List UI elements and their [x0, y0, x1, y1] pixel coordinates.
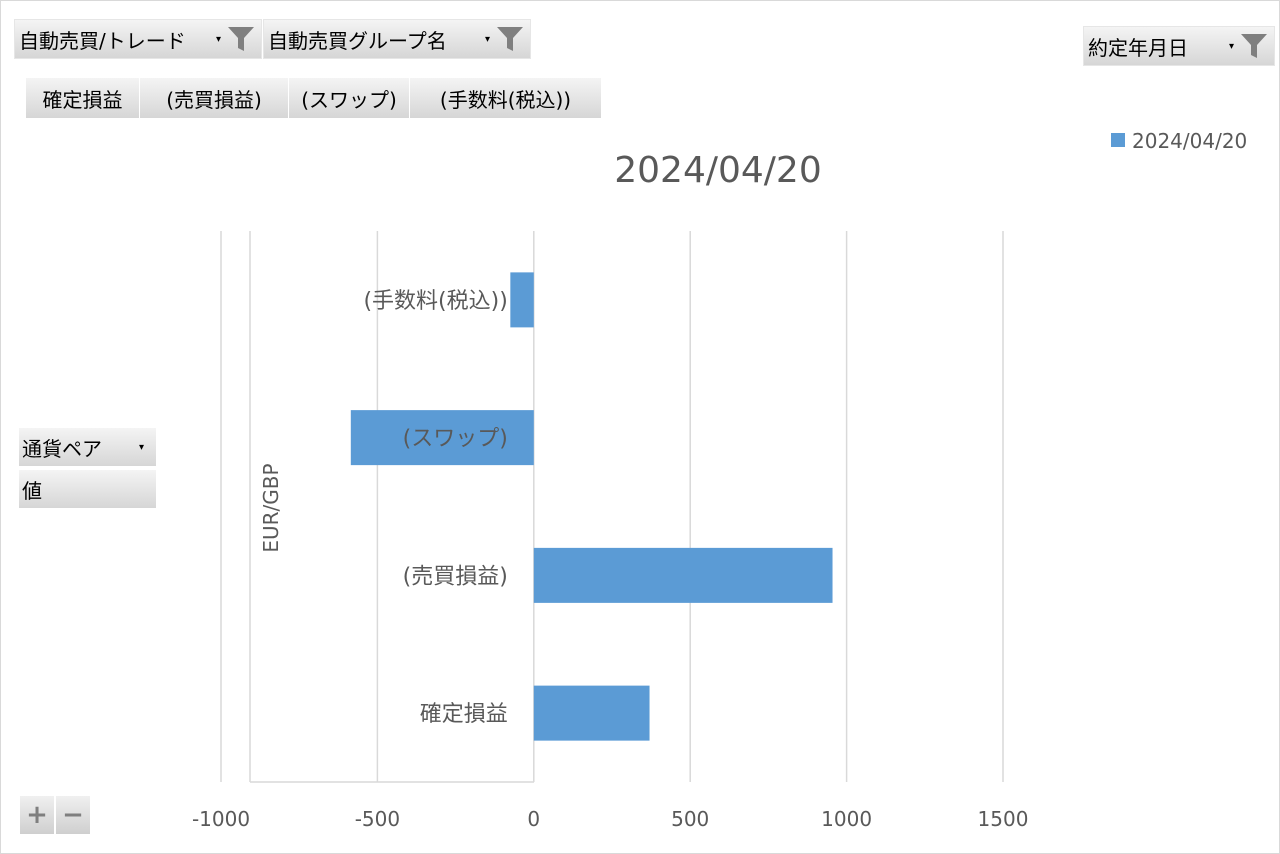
value-button-trade-pl[interactable]: (売買損益) [140, 78, 289, 118]
bar[interactable] [533, 547, 833, 603]
x-tick-label: 1500 [978, 807, 1029, 831]
filter-icon[interactable] [496, 26, 524, 52]
filter-date-label: 約定年月日 [1088, 35, 1188, 60]
x-tick-label: -1000 [192, 807, 250, 831]
value-button-realized[interactable]: 確定損益 [26, 78, 140, 118]
chart-title: 2024/04/20 [614, 150, 822, 191]
filter-trade-label: 自動売買/トレード [19, 28, 186, 53]
row-field-values-label: 値 [22, 478, 42, 503]
dropdown-arrow-icon: ▾ [484, 33, 490, 45]
category-label: 確定損益 [420, 702, 508, 727]
bar[interactable] [350, 410, 534, 466]
filter-trade-button[interactable]: 自動売買/トレード ▾ [14, 19, 262, 59]
category-label: (手数料(税込)) [363, 289, 507, 314]
category-label: (売買損益) [403, 564, 508, 589]
filter-icon[interactable] [1240, 33, 1268, 59]
filter-group-button[interactable]: 自動売買グループ名 ▾ [263, 19, 531, 59]
row-field-currency-pair[interactable]: 通貨ペア ▾ [19, 428, 156, 466]
x-tick-label: 0 [527, 807, 540, 831]
collapse-button[interactable]: − [56, 796, 90, 834]
row-field-currency-pair-label: 通貨ペア [22, 436, 102, 461]
dropdown-arrow-icon: ▾ [215, 33, 221, 45]
dropdown-arrow-icon: ▾ [1228, 40, 1234, 52]
legend-label[interactable]: 2024/04/20 [1132, 129, 1247, 153]
filter-group-label: 自動売買グループ名 [268, 28, 447, 53]
category-label: (スワップ) [403, 427, 508, 452]
value-button-fee[interactable]: (手数料(税込)) [410, 78, 602, 118]
x-tick-label: 500 [671, 807, 709, 831]
row-field-values[interactable]: 値 [19, 470, 156, 508]
bar[interactable] [510, 272, 534, 328]
expand-button[interactable]: + [20, 796, 54, 834]
bar[interactable] [533, 685, 650, 741]
filter-icon[interactable] [227, 26, 255, 52]
x-tick-label: 1000 [821, 807, 872, 831]
dropdown-arrow-icon: ▾ [138, 441, 144, 453]
x-tick-label: -500 [355, 807, 400, 831]
legend-swatch [1111, 133, 1125, 147]
value-button-swap[interactable]: (スワップ) [289, 78, 410, 118]
filter-date-button[interactable]: 約定年月日 ▾ [1083, 26, 1275, 66]
group-label: EUR/GBP [259, 463, 283, 552]
